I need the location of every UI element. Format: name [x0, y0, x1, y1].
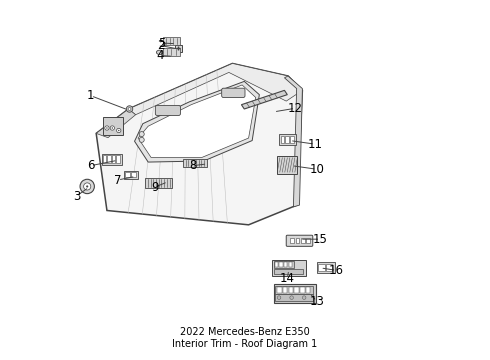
Text: 8: 8: [189, 159, 196, 172]
Polygon shape: [96, 109, 136, 138]
Bar: [274, 269, 303, 274]
Text: 2: 2: [157, 39, 165, 52]
Bar: [280, 135, 284, 143]
Bar: [163, 37, 180, 45]
Circle shape: [84, 183, 91, 190]
Bar: [300, 287, 304, 293]
Text: 1: 1: [87, 89, 95, 102]
Bar: [183, 159, 207, 167]
Polygon shape: [242, 90, 287, 109]
FancyBboxPatch shape: [286, 235, 313, 246]
Text: 5: 5: [158, 36, 166, 50]
Circle shape: [139, 137, 144, 142]
Circle shape: [112, 127, 113, 129]
Bar: [124, 171, 138, 179]
Bar: [290, 238, 294, 243]
Bar: [306, 238, 310, 243]
FancyBboxPatch shape: [155, 105, 180, 116]
Bar: [107, 155, 111, 163]
Circle shape: [105, 126, 109, 130]
Circle shape: [118, 130, 120, 131]
Bar: [163, 48, 180, 56]
Text: 15: 15: [313, 233, 328, 246]
Bar: [146, 178, 172, 188]
Text: 3: 3: [73, 190, 80, 203]
Circle shape: [139, 132, 144, 136]
Bar: [318, 264, 324, 271]
Bar: [101, 154, 122, 165]
Bar: [284, 262, 287, 267]
Text: 11: 11: [307, 138, 322, 150]
Bar: [274, 261, 294, 268]
Text: 10: 10: [309, 163, 324, 176]
Bar: [275, 294, 313, 301]
Bar: [117, 155, 120, 163]
Text: 12: 12: [288, 102, 303, 115]
Bar: [131, 172, 136, 177]
Circle shape: [110, 126, 115, 130]
Bar: [279, 134, 296, 145]
Circle shape: [117, 129, 121, 133]
Polygon shape: [285, 76, 302, 207]
FancyBboxPatch shape: [221, 88, 245, 98]
Bar: [275, 262, 278, 267]
Circle shape: [106, 127, 108, 129]
Polygon shape: [135, 81, 259, 162]
Circle shape: [86, 185, 88, 188]
Bar: [283, 287, 287, 293]
Bar: [294, 287, 299, 293]
Bar: [112, 155, 115, 163]
Text: 2022 Mercedes-Benz E350
Interior Trim - Roof Diagram 1: 2022 Mercedes-Benz E350 Interior Trim - …: [172, 327, 318, 348]
Bar: [277, 287, 282, 293]
Bar: [289, 262, 292, 267]
Bar: [125, 172, 130, 177]
Bar: [102, 117, 123, 135]
Circle shape: [302, 296, 306, 300]
Bar: [277, 156, 297, 174]
Bar: [290, 135, 294, 143]
Bar: [326, 264, 332, 271]
Circle shape: [128, 108, 131, 111]
Bar: [274, 284, 316, 303]
Circle shape: [290, 296, 294, 300]
Circle shape: [126, 106, 133, 112]
Bar: [289, 287, 293, 293]
Bar: [301, 238, 304, 243]
Bar: [103, 155, 106, 163]
Polygon shape: [96, 63, 302, 225]
Text: 16: 16: [329, 264, 344, 277]
Bar: [285, 135, 289, 143]
Ellipse shape: [156, 50, 163, 54]
Bar: [279, 262, 283, 267]
Text: 14: 14: [280, 272, 295, 285]
Circle shape: [277, 296, 281, 300]
Bar: [275, 286, 313, 294]
Text: 6: 6: [87, 159, 95, 172]
FancyBboxPatch shape: [175, 45, 182, 52]
Text: 4: 4: [156, 49, 163, 62]
Text: 7: 7: [114, 174, 122, 186]
Bar: [317, 262, 335, 273]
Text: 13: 13: [309, 295, 324, 308]
Polygon shape: [128, 63, 302, 115]
Bar: [272, 260, 306, 276]
Circle shape: [80, 179, 95, 194]
Bar: [295, 238, 299, 243]
Bar: [306, 287, 310, 293]
Text: 9: 9: [151, 181, 158, 194]
Polygon shape: [138, 85, 256, 157]
